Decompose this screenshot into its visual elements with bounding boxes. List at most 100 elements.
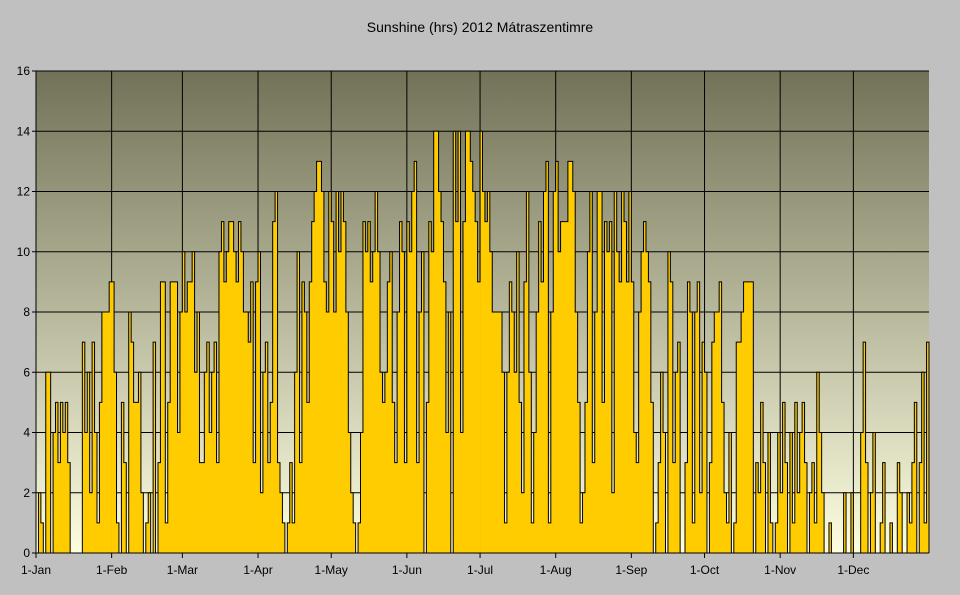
day-bar: [231, 221, 234, 553]
chart-title: Sunshine (hrs) 2012 Mátraszentimre: [367, 19, 594, 35]
day-bar: [506, 372, 510, 553]
day-bar: [804, 462, 808, 553]
day-bar: [179, 312, 183, 553]
day-bar: [882, 462, 886, 553]
day-bar: [699, 492, 703, 553]
day-bar: [516, 251, 520, 553]
day-bar: [467, 131, 471, 553]
day-bar: [533, 432, 537, 553]
day-bar: [206, 342, 210, 553]
day-bar: [606, 251, 610, 553]
day-bar: [716, 312, 720, 553]
day-bar: [860, 432, 864, 553]
day-bar: [38, 492, 42, 553]
day-bar: [828, 522, 832, 553]
day-bar: [65, 402, 69, 553]
day-bar: [484, 221, 488, 553]
day-bar: [760, 402, 764, 553]
day-bar: [377, 251, 381, 553]
day-bar: [138, 372, 142, 553]
day-bar: [497, 312, 500, 553]
day-bar: [216, 462, 220, 553]
day-bar: [926, 342, 930, 553]
day-bar: [443, 281, 447, 553]
day-bar: [667, 251, 671, 553]
day-bar: [592, 462, 596, 553]
day-bar: [414, 161, 417, 553]
day-bar: [131, 342, 134, 553]
day-bar: [431, 251, 435, 553]
day-bar: [570, 161, 574, 553]
day-bar: [304, 312, 308, 553]
x-tick-label: 1-Jan: [21, 563, 51, 577]
day-bar: [721, 402, 725, 553]
x-tick-label: 1-Feb: [96, 563, 128, 577]
day-bar: [45, 372, 49, 553]
day-bar: [802, 402, 805, 553]
day-bar: [267, 462, 271, 553]
day-bar: [526, 191, 530, 553]
x-tick-label: 1-Jun: [392, 563, 422, 577]
day-bar: [262, 372, 266, 553]
day-bar: [340, 191, 344, 553]
day-bar: [140, 492, 144, 553]
day-bar: [145, 522, 149, 553]
day-bar: [53, 432, 56, 553]
day-bar: [401, 251, 405, 553]
day-bar: [816, 372, 820, 553]
day-bar: [577, 402, 581, 553]
day-bar: [309, 281, 313, 553]
day-bar: [626, 281, 630, 553]
day-bar: [406, 221, 410, 553]
day-bar: [445, 432, 449, 553]
day-bar: [714, 312, 718, 553]
day-bar: [282, 522, 286, 553]
day-bar: [460, 432, 464, 553]
day-bar: [301, 281, 305, 553]
day-bar: [111, 281, 115, 553]
day-bar: [819, 432, 822, 553]
day-bar: [426, 402, 430, 553]
day-bar: [614, 191, 617, 553]
day-bar: [494, 312, 498, 553]
day-bar: [336, 191, 339, 553]
day-bar: [553, 191, 556, 553]
day-bar: [243, 312, 247, 553]
day-bar: [560, 221, 564, 553]
day-bar: [384, 372, 388, 553]
day-bar: [477, 281, 481, 553]
day-bar: [780, 492, 783, 553]
day-bar: [326, 312, 330, 553]
day-bar: [367, 221, 371, 553]
day-bar: [482, 191, 486, 553]
day-bar: [114, 372, 117, 553]
day-bar: [338, 251, 342, 553]
day-bar: [389, 251, 393, 553]
day-bar: [528, 372, 532, 553]
day-bar: [728, 432, 732, 553]
day-bar: [116, 522, 120, 553]
day-bar: [565, 221, 569, 553]
day-bar: [704, 372, 708, 553]
day-bar: [255, 281, 259, 553]
day-bar: [316, 161, 320, 553]
day-bar: [584, 402, 588, 553]
day-bar: [323, 281, 327, 553]
day-bar: [470, 161, 474, 553]
day-bar: [358, 522, 361, 553]
day-bar: [589, 191, 593, 553]
day-bar: [726, 522, 730, 553]
day-bar: [487, 191, 491, 553]
y-tick-label: 16: [17, 64, 31, 78]
day-bar: [502, 372, 505, 553]
day-bar: [724, 492, 727, 553]
day-bar: [419, 312, 422, 553]
day-bar: [792, 522, 796, 553]
day-bar: [624, 221, 627, 553]
day-bar: [889, 522, 893, 553]
day-bar: [218, 251, 222, 553]
x-tick-label: 1-Jul: [467, 563, 493, 577]
day-bar: [270, 402, 273, 553]
y-tick-label: 12: [17, 185, 31, 199]
day-bar: [382, 402, 386, 553]
